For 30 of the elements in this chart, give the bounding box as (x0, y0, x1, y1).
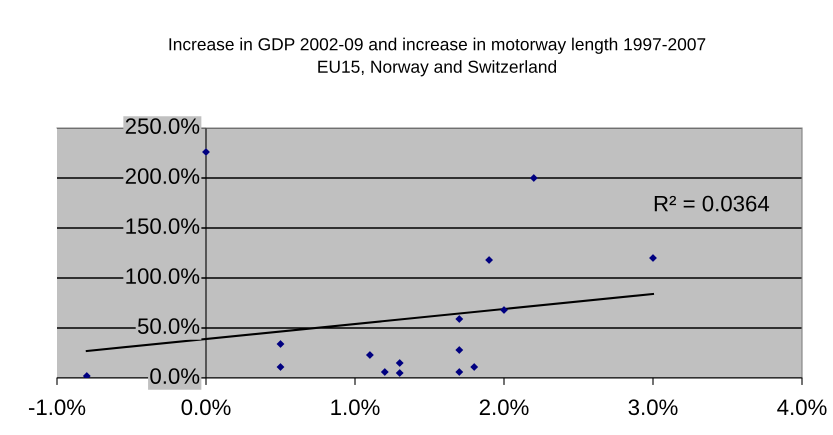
point (396, 359, 404, 367)
x-tick-label: 0.0% (182, 399, 231, 416)
point (276, 340, 284, 348)
annotation: R² = 0.0364 (654, 196, 770, 212)
y-tick-label: 100.0% (126, 268, 200, 284)
point (649, 254, 657, 262)
point (396, 369, 404, 377)
y-tick-label: 250.0% (126, 118, 200, 134)
point (470, 363, 478, 371)
y-tick-label: 150.0% (126, 218, 200, 234)
point (366, 351, 374, 359)
point (500, 306, 508, 314)
x-tick-label: 1.0% (331, 399, 380, 416)
point (82, 372, 91, 378)
point (485, 256, 494, 264)
point (455, 315, 464, 323)
point (455, 368, 464, 376)
y-tick-label: 200.0% (126, 168, 200, 184)
x-tick-label: 3.0% (628, 399, 678, 416)
point (455, 346, 464, 354)
x-tick-label: 2.0% (480, 399, 529, 416)
point (530, 174, 538, 182)
y-tick-label: 0.0% (150, 368, 200, 384)
point (202, 148, 210, 156)
point (276, 363, 284, 371)
chart-title: Increase in GDP 2002-09 and increase in motorway length 1997-2007 EU15, Norway and Switzerland (170, 38, 706, 76)
x-tick-label: -1.0% (28, 399, 86, 416)
y-tick-label: 50.0% (138, 318, 200, 334)
point (380, 368, 389, 376)
x-tick-label: 4.0% (777, 399, 827, 416)
